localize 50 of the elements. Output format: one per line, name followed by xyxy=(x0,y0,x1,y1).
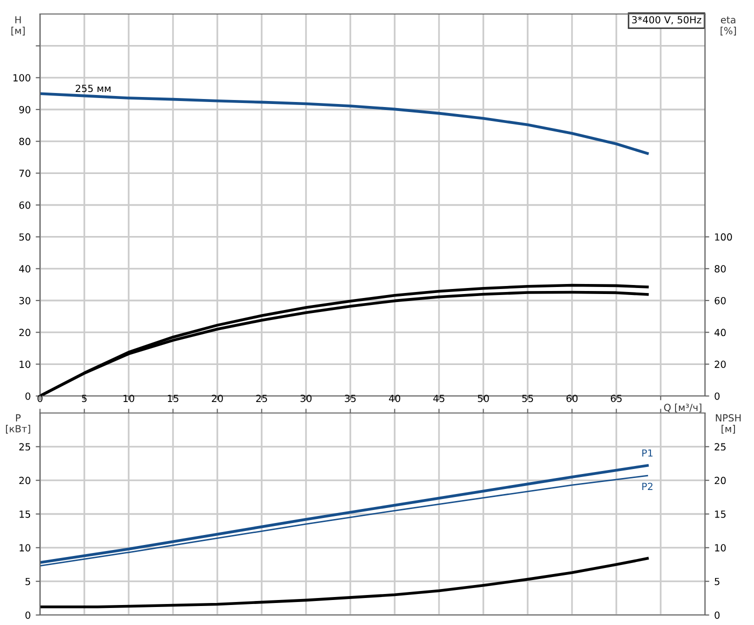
x-tick-label: 55 xyxy=(522,394,534,402)
y-tick-label: 10 xyxy=(20,544,30,552)
y2-tick-label: 25 xyxy=(714,443,726,450)
x-tick-label: 10 xyxy=(124,394,134,402)
y2-tick-label: 10 xyxy=(715,544,726,552)
x-tick-label: 65 xyxy=(610,394,622,402)
x-tick-label: 25 xyxy=(256,394,268,402)
y-tick-label: 50 xyxy=(19,233,30,241)
x-tick-label: 50 xyxy=(478,394,489,402)
x-tick-label: 20 xyxy=(212,394,223,402)
x-tick-label: 35 xyxy=(344,394,356,402)
y-tick-label: 30 xyxy=(19,296,30,304)
x-tick-label: 60 xyxy=(566,394,578,402)
y-axis-title: H [м] xyxy=(11,16,25,36)
x-tick-label: 40 xyxy=(388,394,400,402)
y-tick-label: 60 xyxy=(19,201,30,209)
x-tick-label: 0 xyxy=(38,394,42,402)
annotation: 255 мм xyxy=(76,84,110,92)
y2-tick-label: 60 xyxy=(714,296,726,304)
series-label: P2 xyxy=(642,482,652,490)
y-tick-label: 20 xyxy=(19,328,30,336)
y-tick-label: 15 xyxy=(20,510,30,518)
x-tick-label: 5 xyxy=(82,394,87,402)
y-tick-label: 0 xyxy=(25,611,30,619)
y-tick-label: 20 xyxy=(19,476,30,484)
y2-tick-label: 80 xyxy=(714,265,726,272)
x-axis-title: Q [м³/ч] xyxy=(664,404,702,412)
y2-tick-label: 100 xyxy=(715,233,732,241)
y-tick-label: 70 xyxy=(19,170,30,177)
x-tick-label: 30 xyxy=(300,394,312,402)
y2-tick-label: 20 xyxy=(714,360,726,368)
y2-tick-label: 20 xyxy=(714,476,726,484)
y2-tick-label: 5 xyxy=(714,578,720,586)
y2-axis-title: eta [%] xyxy=(720,16,736,36)
y-axis-title: P [кВт] xyxy=(6,414,30,434)
y-tick-label: 90 xyxy=(19,106,30,114)
y-tick-label: 100 xyxy=(13,74,30,82)
y2-tick-label: 40 xyxy=(714,328,726,336)
y2-tick-label: 15 xyxy=(715,510,726,518)
y-tick-label: 80 xyxy=(19,138,30,146)
y-tick-label: 5 xyxy=(26,578,30,586)
x-tick-label: 15 xyxy=(168,394,178,402)
series-label: P1 xyxy=(642,449,652,457)
x-tick-label: 45 xyxy=(433,394,444,402)
y-tick-label: 40 xyxy=(19,265,30,272)
chart-title: 3*400 V, 50Hz xyxy=(632,16,702,24)
y2-tick-label: 0 xyxy=(714,611,720,619)
y2-axis-title: NPSH [м] xyxy=(716,414,741,434)
y-tick-label: 25 xyxy=(19,443,30,450)
y-tick-label: 10 xyxy=(20,360,30,368)
